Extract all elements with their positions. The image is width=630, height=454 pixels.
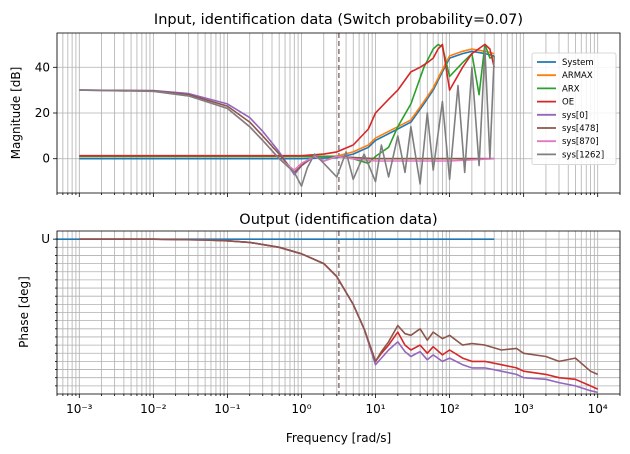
- phase-chart-title: Output (identification data): [239, 212, 437, 228]
- magnitude-axes: 0 20 40 Input, identification data (Switch…: [9, 12, 621, 197]
- x-tick-label: 10⁰: [291, 402, 311, 416]
- y-tick-label: 0: [42, 152, 50, 166]
- legend-entry: sys[0]: [562, 111, 588, 121]
- x-tick-label: 10⁻¹: [214, 402, 241, 416]
- x-tick-label: 10³: [514, 402, 534, 416]
- magnitude-chart-title: Input, identification data (Switch proba…: [154, 12, 523, 28]
- magnitude-ticks: 0 20 40: [35, 60, 621, 197]
- legend-entry: ARX: [562, 84, 580, 94]
- x-tick-label: 10²: [440, 402, 460, 416]
- legend-entry: OE: [562, 98, 574, 108]
- phase-series: [57, 238, 599, 394]
- legend-entry: sys[870]: [562, 137, 599, 147]
- frequency-x-axis-label: Frequency [rad/s]: [286, 431, 391, 445]
- legend-entry: sys[1262]: [562, 150, 604, 160]
- y-tick-label: 40: [35, 60, 50, 74]
- x-tick-label: 10⁻²: [140, 402, 167, 416]
- x-tick-label: 10⁻³: [66, 402, 93, 416]
- x-tick-label: 10¹: [365, 402, 385, 416]
- magnitude-series: [79, 43, 495, 187]
- legend-entry: sys[478]: [562, 124, 599, 134]
- x-tick-label: 10⁴: [588, 402, 608, 416]
- legend-entry: ARMAX: [562, 71, 593, 81]
- series-line-sys478: [79, 238, 599, 376]
- series-line-OE: [79, 43, 495, 157]
- phase-axes: U 10⁻³ 10⁻² 10⁻¹ 10⁰ 10¹ 10² 10³ 10⁴ Output (ide…: [17, 212, 621, 445]
- y-tick-label: U: [41, 232, 50, 246]
- magnitude-y-axis-label: Magnitude [dB]: [9, 67, 23, 160]
- phase-y-axis-label: Phase [deg]: [17, 276, 31, 348]
- series-line-sys1262: [79, 48, 495, 187]
- legend-entry: System: [562, 58, 594, 68]
- legend-frame: [531, 52, 617, 165]
- phase-ticks: U 10⁻³ 10⁻² 10⁻¹ 10⁰ 10¹ 10² 10³ 10⁴: [41, 232, 621, 416]
- series-line-sys478: [79, 89, 495, 174]
- y-tick-label: 20: [35, 106, 50, 120]
- magnitude-legend: System ARMAX ARX OE sys[0] sys[478] sys[870] sy…: [531, 52, 617, 165]
